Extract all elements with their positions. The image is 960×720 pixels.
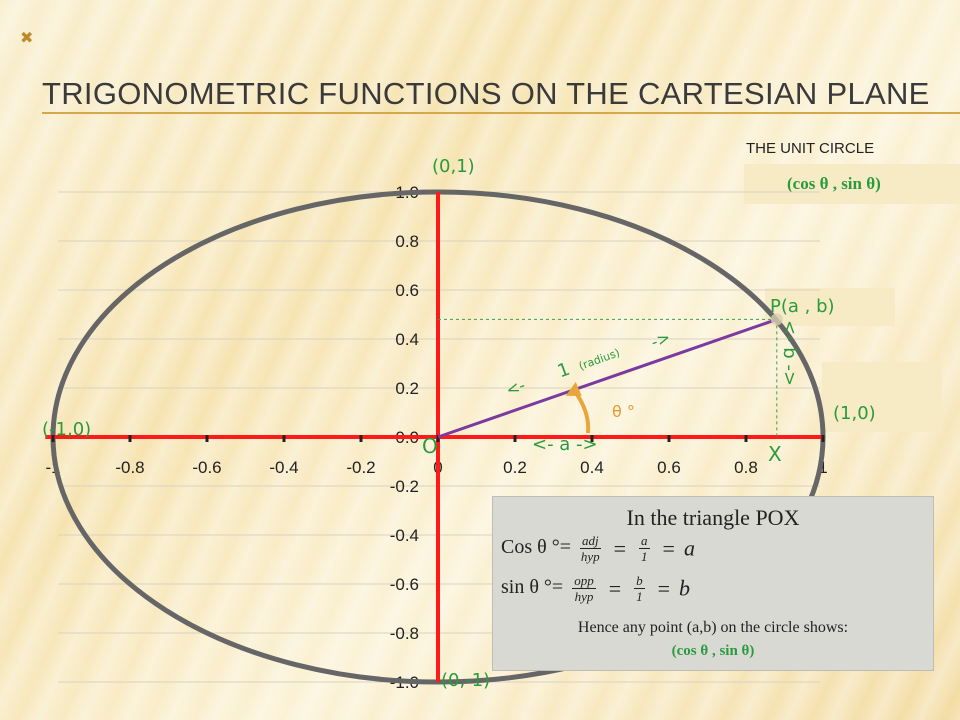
x-tick-label: -0.4 <box>269 458 298 477</box>
cos-equals-1: = <box>613 535 627 561</box>
x-tick-label: 0.4 <box>580 458 604 477</box>
point-label-box <box>765 288 895 326</box>
sin-num: opp <box>572 573 596 589</box>
title-bullet-icon: ✖ <box>20 28 34 47</box>
slide-title: TRIGONOMETRIC FUNCTIONS ON THE CARTESIAN… <box>42 76 930 111</box>
x-tick-label: 0.8 <box>734 458 758 477</box>
y-tick-label: 0.8 <box>395 232 419 251</box>
right-label-box <box>822 362 942 432</box>
sin-den: hyp <box>574 589 594 604</box>
cos-den2: 1 <box>641 549 648 564</box>
triangle-box-title: In the triangle POX <box>626 505 800 530</box>
sin-num2: b <box>634 573 645 589</box>
label-point-p: P(a , b) <box>770 296 835 317</box>
y-tick-label: 0.4 <box>395 330 419 349</box>
x-tick-label: -0.8 <box>115 458 144 477</box>
sin-equals-2: = <box>657 575 671 601</box>
cos-num2: a <box>639 533 650 549</box>
x-tick-label: -0.2 <box>346 458 375 477</box>
y-tick-label: -0.8 <box>390 624 419 643</box>
x-tick-label: 0.6 <box>657 458 681 477</box>
cos-fraction-1: adj hyp <box>579 533 601 564</box>
x-axis-tick-marks <box>51 435 825 442</box>
cos-den: hyp <box>580 549 600 564</box>
sin-result: b <box>679 575 691 601</box>
hence-formula: (cos θ , sin θ) <box>671 643 755 659</box>
cos-result: a <box>683 535 695 561</box>
cos-num: adj <box>579 533 601 549</box>
label-b-segment: <- b -> <box>779 320 800 387</box>
angle-arc <box>572 388 591 434</box>
label-left-point: (-1,0) <box>42 419 92 440</box>
radius-line <box>437 317 778 439</box>
unit-circle-title: THE UNIT CIRCLE <box>746 140 875 157</box>
label-a-segment: <- a -> <box>532 434 598 455</box>
unit-circle-formula-box <box>744 164 960 204</box>
sin-equals-1: = <box>608 575 622 601</box>
label-top-point: (0,1) <box>432 156 475 177</box>
cos-equals-2: = <box>662 535 675 561</box>
x-tick-label: 0.2 <box>503 458 527 477</box>
label-right-point: (1,0) <box>833 403 876 424</box>
x-tick-label: 1 <box>818 458 827 477</box>
x-tick-label: -0.6 <box>192 458 221 477</box>
label-x-point: X <box>768 442 782 466</box>
angle-arc-arrowhead <box>565 381 582 396</box>
unit-circle-formula: (cos θ , sin θ) <box>787 174 881 193</box>
y-tick-label: 0.2 <box>395 379 419 398</box>
y-tick-labels: 1.00.80.60.40.20.0-0.2-0.4-0.6-0.8-1.0 <box>390 183 419 692</box>
label-origin: O <box>422 434 438 458</box>
cos-lhs: Cos θ °= <box>501 536 571 559</box>
sin-lhs: sin θ °= <box>501 576 564 599</box>
point-p-marker <box>770 313 783 326</box>
y-tick-label: -0.6 <box>390 575 419 594</box>
label-bottom-point: (0,-1) <box>441 670 491 691</box>
title-underline <box>42 112 960 114</box>
y-tick-label: -0.4 <box>390 526 419 545</box>
y-tick-label: 0.6 <box>395 281 419 300</box>
sin-fraction-1: opp hyp <box>572 573 596 604</box>
hence-line: Hence any point (a,b) on the circle show… <box>577 619 849 636</box>
label-theta: θ ° <box>612 402 635 421</box>
y-tick-label: -0.2 <box>390 477 419 496</box>
sin-den2: 1 <box>636 589 643 604</box>
